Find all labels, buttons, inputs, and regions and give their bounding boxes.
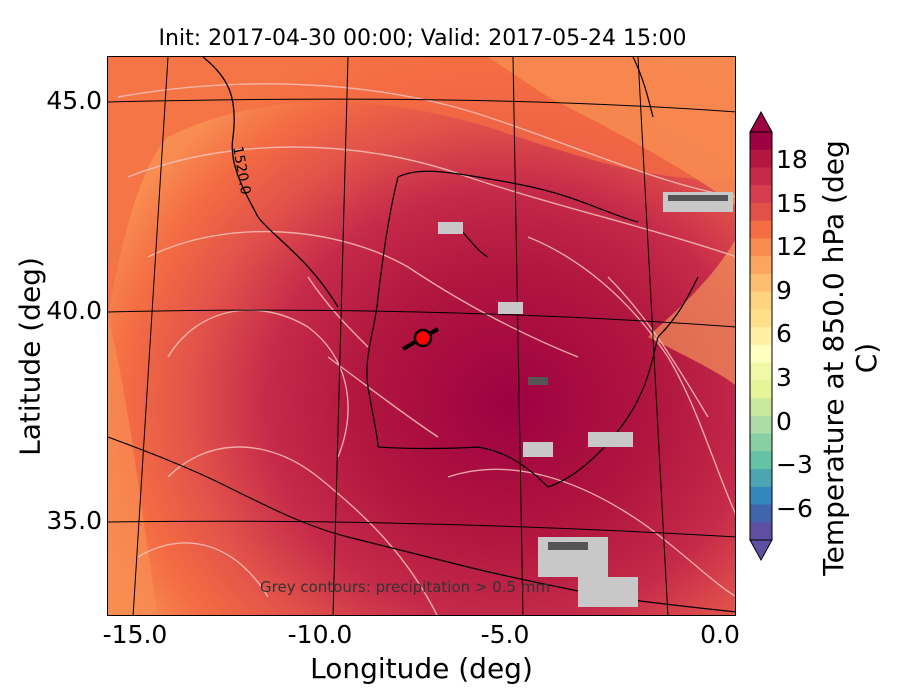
cool-northeast-band [488, 57, 735, 206]
colorbar-band [750, 202, 772, 222]
xtick-0: 0.0 [700, 620, 740, 649]
cbar-tick-0: 0 [776, 407, 792, 436]
cbar-tick-6: 6 [776, 319, 792, 348]
precipitation-contours [528, 195, 728, 550]
colorbar-band [750, 469, 772, 488]
colorbar-bands [750, 132, 772, 541]
xtick-m10: -10.0 [287, 620, 353, 649]
colorbar-band [750, 132, 772, 151]
colorbar-band [750, 362, 772, 381]
plot-title: Init: 2017-04-30 00:00; Valid: 2017-05-2… [158, 26, 687, 51]
colorbar-label: Temperature at 850.0 hPa (deg C) [817, 140, 883, 576]
colorbar-band [750, 327, 772, 346]
x-axis-label: Longitude (deg) [310, 652, 533, 685]
colorbar-band [750, 344, 772, 364]
cbar-tick-15: 15 [776, 189, 808, 218]
colorbar-band [750, 256, 772, 275]
cooler-north-band [108, 57, 735, 317]
colorbar-band [750, 398, 772, 417]
cbar-tick-m6: −6 [776, 494, 813, 523]
ytick-45: 45.0 [46, 86, 102, 115]
colorbar-band [750, 291, 772, 310]
colorbar-band [750, 273, 772, 293]
colorbar-band [750, 504, 772, 523]
coastlines [108, 57, 735, 613]
ytick-40: 40.0 [46, 296, 102, 325]
map-panel[interactable]: 1520.0 [107, 56, 736, 616]
colorbar-min-extend [749, 539, 773, 562]
precipitation-note: Grey contours: precipitation > 0.5 mm [260, 578, 551, 596]
colorbar-band [750, 149, 772, 168]
colorbar-band [750, 238, 772, 257]
cbar-tick-12: 12 [776, 232, 808, 261]
colorbar-band [750, 309, 772, 328]
cool-east-coast [648, 240, 735, 386]
cool-west-band [108, 317, 158, 615]
colorbar-band [750, 522, 772, 541]
isotherm-lines [117, 83, 735, 615]
colorbar-band [750, 486, 772, 506]
ytick-35: 35.0 [46, 506, 102, 535]
geopotential-contour [202, 57, 339, 308]
y-axis-label: Latitude (deg) [13, 257, 47, 456]
station-marker [413, 328, 433, 348]
colorbar-band [750, 380, 772, 399]
cbar-tick-9: 9 [776, 276, 792, 305]
temperature-map: 1520.0 [108, 57, 735, 615]
colorbar-band [750, 415, 772, 435]
colorbar-max-extend [749, 110, 773, 133]
cbar-tick-3: 3 [776, 363, 792, 392]
colorbar [749, 110, 773, 562]
xtick-m15: -15.0 [102, 620, 168, 649]
colorbar-band [750, 220, 772, 239]
xtick-m5: -5.0 [480, 620, 530, 649]
cbar-tick-m3: −3 [776, 450, 813, 479]
colorbar-band [750, 451, 772, 470]
graticule [108, 57, 735, 615]
colorbar-band [750, 433, 772, 452]
colorbar-band [750, 185, 772, 204]
colorbar-band [750, 167, 772, 186]
cbar-tick-18: 18 [776, 145, 808, 174]
